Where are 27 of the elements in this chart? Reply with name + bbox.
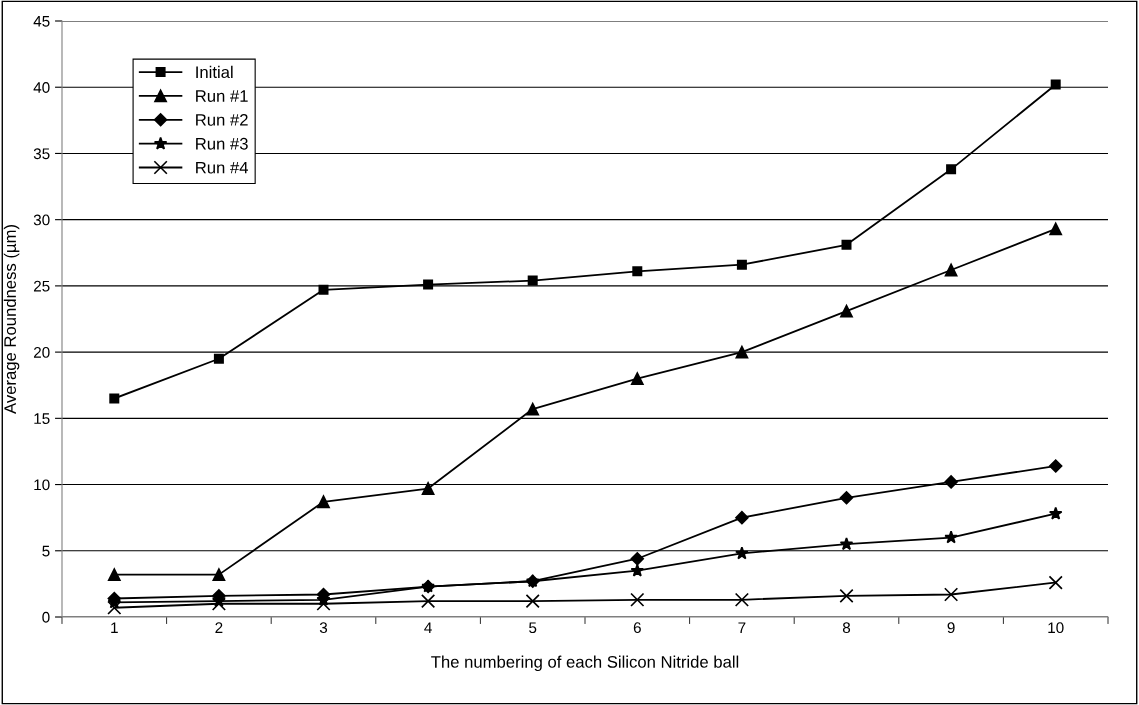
y-tick-label: 40 xyxy=(33,82,50,93)
legend-label: Initial xyxy=(196,65,233,79)
y-tick-label: 35 xyxy=(33,148,50,160)
x-tick-label: 4 xyxy=(424,622,432,633)
y-tick-label: 0 xyxy=(42,611,50,623)
x-axis-title: The numbering of each Silicon Nitride ball xyxy=(431,655,739,672)
y-tick-label: 25 xyxy=(33,280,50,292)
x-tick-label: 7 xyxy=(738,622,746,633)
legend-label: Run #1 xyxy=(196,90,248,102)
legend-label: Run #3 xyxy=(196,137,248,150)
x-tick-label: 3 xyxy=(319,622,328,634)
y-tick-label: 45 xyxy=(33,16,50,27)
x-tick-label: 5 xyxy=(529,622,537,634)
y-tick-label: 5 xyxy=(42,545,50,557)
y-axis-title: Average Roundness (µm) xyxy=(3,225,20,414)
x-tick-label: 10 xyxy=(1048,622,1064,634)
y-tick-label: 30 xyxy=(33,214,50,226)
x-tick-label: 2 xyxy=(215,622,223,633)
legend-label: Run #4 xyxy=(196,161,249,174)
x-tick-label: 9 xyxy=(947,622,955,634)
x-tick-label: 6 xyxy=(633,622,641,634)
x-tick-label: 1 xyxy=(111,622,118,633)
y-tick-label: 15 xyxy=(34,413,50,425)
y-tick-label: 10 xyxy=(34,479,50,491)
x-tick-label: 8 xyxy=(842,622,851,634)
y-tick-label: 20 xyxy=(33,346,50,358)
legend-label: Run #2 xyxy=(196,113,248,126)
